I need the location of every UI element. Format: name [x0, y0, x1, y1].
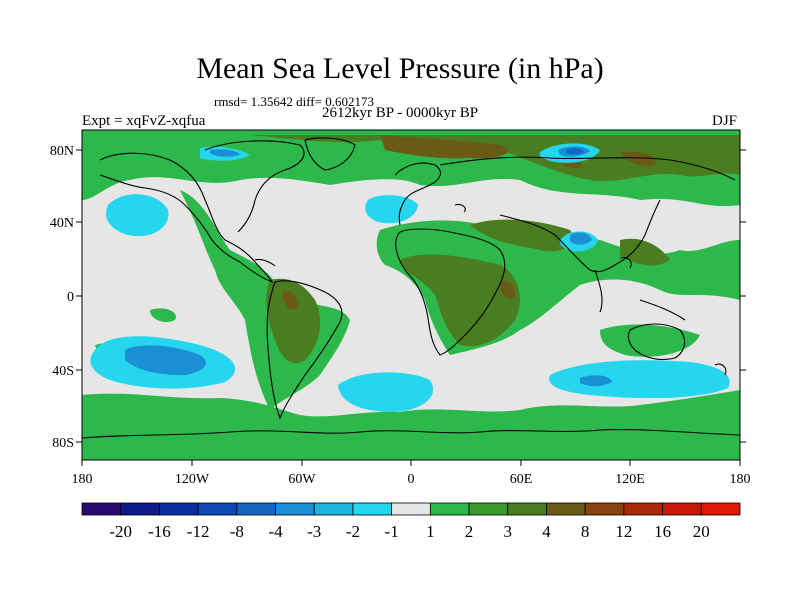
colorbar-label: -1 [385, 522, 399, 541]
lon-label: 60E [510, 472, 533, 487]
colorbar-swatch [468, 502, 509, 516]
colorbar-swatch [313, 502, 354, 516]
colorbar-label: -12 [187, 522, 210, 541]
season-label: DJF [712, 113, 738, 129]
colorbar-label: -8 [230, 522, 244, 541]
colorbar-swatch [120, 502, 160, 516]
colorbar-swatch [159, 502, 199, 516]
olive-regions [250, 135, 740, 364]
colorbar-swatch [623, 502, 663, 516]
colorbar: -20 -16 -12 -8 -4 -3 -2 -1 1 2 3 4 8 12 16 20 [81, 502, 741, 541]
colorbar-label: 8 [581, 522, 590, 541]
colorbar-label: -3 [307, 522, 321, 541]
colorbar-swatch [662, 502, 702, 516]
colorbar-swatch [546, 502, 586, 516]
anomaly-field [82, 130, 740, 460]
colorbar-label: 1 [426, 522, 435, 541]
colorbar-label: -16 [148, 522, 171, 541]
colorbar-label: 20 [693, 522, 710, 541]
lon-label: 180 [72, 472, 93, 487]
lat-label: 80S [52, 436, 74, 451]
colorbar-swatch [352, 502, 393, 516]
lat-label: 40N [50, 216, 74, 231]
lon-label: 180 [730, 472, 751, 487]
lat-label: 0 [67, 290, 74, 305]
colorbar-swatch [197, 502, 238, 516]
colorbar-label: -4 [268, 522, 283, 541]
colorbar-label: 3 [504, 522, 513, 541]
period-label: 2612kyr BP - 0000kyr BP [322, 105, 479, 121]
colorbar-label: 16 [654, 522, 671, 541]
colorbar-swatch [507, 502, 547, 516]
lat-label: 80N [50, 144, 74, 159]
latitude-axis: 80N 40N 0 40S 80S [50, 144, 746, 451]
stats-line: rmsd= 1.35642 diff= 0.602173 [214, 94, 374, 109]
experiment-label: Expt = xqFvZ-xqfua [82, 113, 206, 129]
colorbar-swatch [429, 502, 470, 516]
lon-label: 120W [175, 472, 210, 487]
longitude-axis: 180 120W 60W 0 60E 120E 180 [72, 460, 751, 487]
lon-label: 120E [615, 472, 645, 487]
lon-label: 0 [408, 472, 415, 487]
colorbar-swatch [236, 502, 276, 516]
colorbar-label: 2 [465, 522, 474, 541]
colorbar-label: 4 [542, 522, 551, 541]
colorbar-swatch [700, 502, 741, 516]
colorbar-label: -2 [346, 522, 360, 541]
colorbar-swatch [275, 502, 315, 516]
colorbar-swatch [584, 502, 625, 516]
colorbar-swatch [391, 502, 431, 516]
map-title: Mean Sea Level Pressure (in hPa) [196, 52, 604, 85]
colorbar-label: -20 [109, 522, 132, 541]
colorbar-label: 12 [615, 522, 632, 541]
colorbar-swatch [81, 502, 122, 516]
coastlines [82, 137, 740, 439]
lat-label: 40S [52, 364, 74, 379]
lon-label: 60W [288, 472, 316, 487]
dark-blue-regions [566, 148, 584, 155]
